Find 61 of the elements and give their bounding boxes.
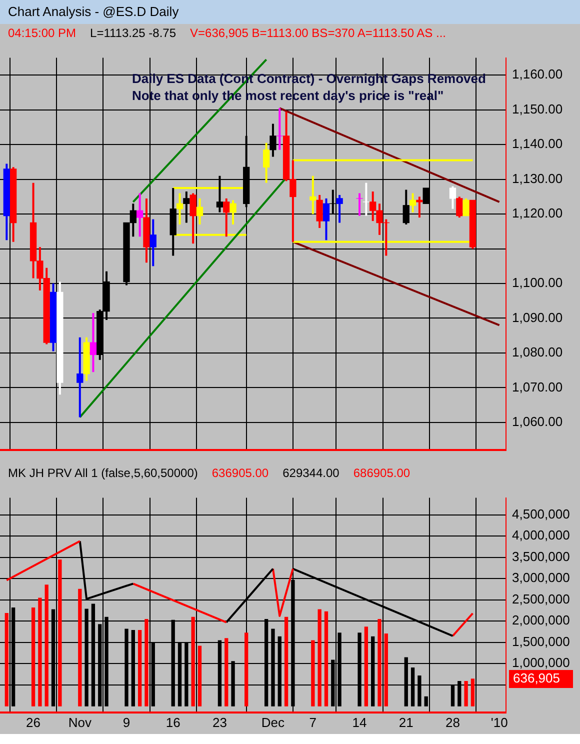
bar <box>464 681 468 706</box>
text: V=636,905 B=1113.00 BS=370 A=1113.50 AS ... <box>190 26 446 42</box>
chart-title: MK JH PRV All 1 (false,5,60,50000) <box>8 466 198 482</box>
text: 686905.00 <box>353 466 410 482</box>
bar <box>144 619 148 706</box>
bar <box>191 616 195 706</box>
text: L=1113.25 -8.75 <box>90 26 176 42</box>
y-tick-label: 4,500,000 <box>512 506 570 522</box>
bar <box>31 608 36 706</box>
y-tick-label: 1,100.00 <box>512 275 563 290</box>
bar <box>318 609 322 706</box>
bar <box>244 632 248 706</box>
bar <box>311 640 315 706</box>
bar <box>324 611 328 706</box>
bar <box>364 626 368 706</box>
text: 629344.00 <box>282 466 340 482</box>
y-tick-label: 1,160.00 <box>512 66 563 82</box>
text: 04:15:00 PM <box>8 26 76 42</box>
x-tick-label: Dec <box>261 714 286 730</box>
x-tick-label: 14 <box>352 714 367 730</box>
bar <box>384 633 388 706</box>
bar <box>58 560 62 706</box>
x-tick-label: 28 <box>446 714 460 730</box>
bar <box>284 616 288 706</box>
y-tick-label: 3,000,000 <box>512 570 570 586</box>
y-tick-label: 1,070.00 <box>512 379 563 394</box>
bar <box>38 598 42 706</box>
y-tick-label: 4,000,000 <box>512 528 570 543</box>
x-tick-label: Nov <box>68 714 92 730</box>
bar <box>224 638 228 706</box>
text: 636905.00 <box>212 466 269 482</box>
y-tick-label: 1,090.00 <box>512 310 563 325</box>
x-tick-label: 26 <box>26 714 41 730</box>
y-tick-label: 1,500,000 <box>512 634 570 649</box>
candlestick <box>356 192 363 217</box>
bar <box>4 613 8 706</box>
text: 636,905 <box>513 670 560 686</box>
bar <box>44 584 48 706</box>
x-tick-label: 16 <box>166 714 180 730</box>
bar <box>470 678 475 706</box>
y-tick-label: 1,120.00 <box>512 206 563 221</box>
y-tick-label: 1,080.00 <box>512 344 563 360</box>
y-tick-label: 2,000,000 <box>512 612 570 628</box>
x-tick-label: 23 <box>212 714 227 730</box>
y-tick-label: 1,130.00 <box>512 170 563 186</box>
x-tick-label: '10 <box>490 714 508 730</box>
y-tick-label: 1,140.00 <box>512 136 563 152</box>
bar <box>198 646 202 706</box>
y-tick-label: 2,500,000 <box>512 591 570 606</box>
x-tick-label: 9 <box>122 714 130 730</box>
y-tick-label: 1,060.00 <box>512 414 563 429</box>
x-tick-label: 21 <box>398 714 414 730</box>
chart-title: Chart Analysis - @ES.D Daily <box>0 0 580 24</box>
y-tick-label: 1,150.00 <box>512 101 563 116</box>
x-tick-label: 7 <box>309 714 317 730</box>
bar <box>78 588 82 706</box>
y-tick-label: 1,000,000 <box>512 655 570 670</box>
candlestick <box>276 107 283 151</box>
y-tick-label: 3,500,000 <box>512 548 570 564</box>
bar <box>378 619 382 706</box>
bar <box>138 630 142 706</box>
